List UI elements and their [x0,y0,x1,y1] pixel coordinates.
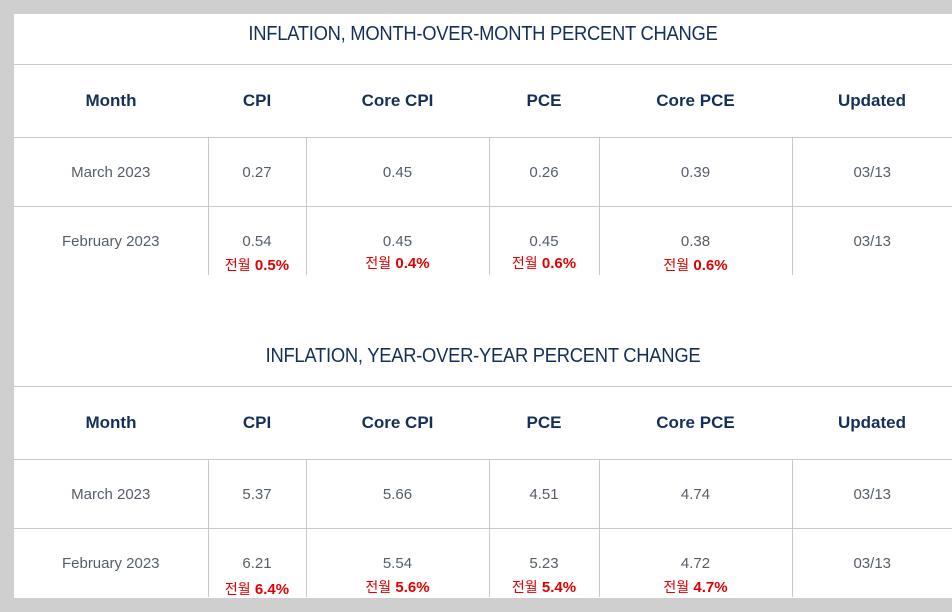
note-value: 6.4% [254,581,290,598]
note-value: 0.5% [254,257,290,274]
mom-section: INFLATION, MONTH-OVER-MONTH PERCENT CHAN… [14,14,952,275]
cell-updated: 03/13 [791,459,952,529]
cell-pce: 5.23 전월 5.4% [488,528,599,597]
annotation-note: 전월 5.4% [490,577,599,597]
note-value: 0.6% [541,255,577,272]
note-prefix: 전월 [663,258,690,274]
cell-cpi: 0.54 전월 0.5% [207,206,306,275]
header-core-pce: Core PCE [599,386,792,460]
cell-value: 5.23 [529,554,559,572]
cell-core-pce: 0.39 [598,137,792,207]
cell-value: 0.54 [242,232,272,250]
page: INFLATION, MONTH-OVER-MONTH PERCENT CHAN… [14,14,952,598]
header-pce: PCE [489,386,599,460]
cell-updated: 03/13 [791,528,952,597]
annotation-note: 전월 6.4% [209,579,306,598]
note-prefix: 전월 [511,256,538,272]
table-row: March 2023 0.27 0.45 0.26 0.39 03/13 [14,137,952,207]
cell-value: 5.54 [382,554,413,572]
note-value: 4.7% [693,579,728,596]
header-updated: Updated [792,64,952,138]
annotation-note: 전월 0.6% [490,253,599,273]
table-row: February 2023 0.54 전월 0.5% 0.45 전월 0.4% … [14,206,952,275]
table-row: February 2023 6.21 전월 6.4% 5.54 전월 5.6% … [14,528,952,598]
cell-updated: 03/13 [791,206,952,275]
cell-core-cpi: 5.54 전월 5.6% [305,528,489,597]
cell-value: 0.45 [529,232,559,250]
cell-cpi: 5.37 [207,459,306,529]
note-prefix: 전월 [365,256,392,272]
annotation-note: 전월 5.6% [307,577,489,597]
note-prefix: 전월 [224,258,251,274]
mom-header-row: Month CPI Core CPI PCE Core PCE Updated [14,64,952,138]
cell-value: 4.72 [680,554,711,572]
header-cpi: CPI [208,64,306,138]
header-updated: Updated [792,386,952,460]
header-month: Month [14,64,208,138]
yoy-title: INFLATION, YEAR-OVER-YEAR PERCENT CHANGE [265,345,701,367]
cell-pce: 4.51 [488,459,599,529]
note-prefix: 전월 [224,582,251,598]
cell-month: February 2023 [14,206,208,275]
cell-value: 6.21 [242,554,272,572]
header-core-pce: Core PCE [599,64,792,138]
cell-core-pce: 0.38 전월 0.6% [598,206,792,275]
note-prefix: 전월 [365,580,392,596]
yoy-section: INFLATION, YEAR-OVER-YEAR PERCENT CHANGE… [14,336,952,598]
cell-updated: 03/13 [791,137,952,207]
annotation-note: 전월 4.7% [600,577,792,597]
header-month: Month [14,386,208,460]
header-cpi: CPI [208,386,306,460]
annotation-note: 전월 0.5% [209,255,306,275]
cell-core-pce: 4.72 전월 4.7% [598,528,792,597]
mom-title: INFLATION, MONTH-OVER-MONTH PERCENT CHAN… [248,23,718,45]
cell-core-cpi: 5.66 [305,459,489,529]
header-core-cpi: Core CPI [306,64,489,138]
annotation-note: 전월 0.6% [600,255,792,275]
note-value: 0.4% [395,255,430,272]
note-prefix: 전월 [663,580,690,596]
cell-core-cpi: 0.45 [305,137,489,207]
cell-value: 0.38 [680,232,711,250]
cell-pce: 0.45 전월 0.6% [488,206,599,275]
note-value: 5.6% [395,579,430,596]
note-value: 5.4% [541,579,577,596]
cell-core-pce: 4.74 [598,459,792,529]
cell-cpi: 0.27 [207,137,306,207]
cell-value: 0.45 [382,232,413,250]
cell-core-cpi: 0.45 전월 0.4% [305,206,489,275]
cell-month: March 2023 [14,459,208,529]
mom-table: Month CPI Core CPI PCE Core PCE Updated … [14,64,952,275]
cell-month: March 2023 [14,137,208,207]
yoy-header-row: Month CPI Core CPI PCE Core PCE Updated [14,386,952,460]
yoy-table: Month CPI Core CPI PCE Core PCE Updated … [14,386,952,598]
header-pce: PCE [489,64,599,138]
note-prefix: 전월 [511,580,538,596]
cell-pce: 0.26 [488,137,599,207]
cell-month: February 2023 [14,528,208,597]
annotation-note: 전월 0.4% [307,253,489,273]
cell-cpi: 6.21 전월 6.4% [207,528,306,598]
header-core-cpi: Core CPI [306,386,489,460]
note-value: 0.6% [693,257,728,274]
table-row: March 2023 5.37 5.66 4.51 4.74 03/13 [14,459,952,529]
